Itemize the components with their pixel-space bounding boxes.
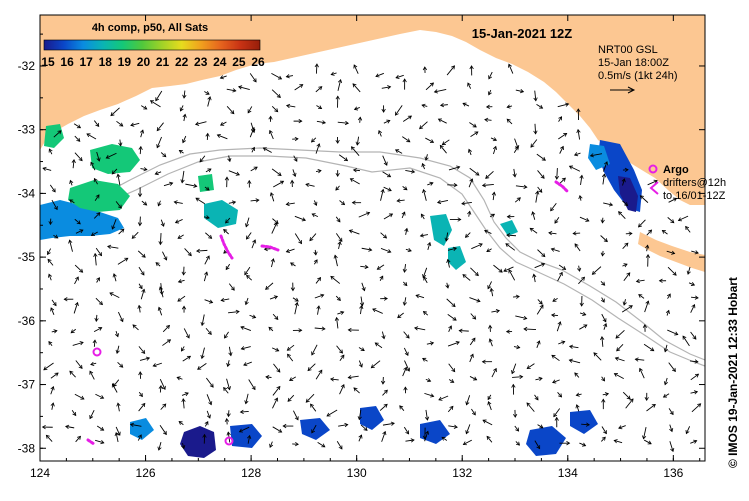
vector-legend-time: 15-Jan 18:00Z xyxy=(598,57,669,69)
x-tick-label-6: 136 xyxy=(663,466,683,480)
x-tick-label-4: 132 xyxy=(452,466,472,480)
colorbar-tick-19: 19 xyxy=(118,55,132,69)
colorbar-bar xyxy=(44,40,260,50)
colorbar-tick-24: 24 xyxy=(213,55,227,69)
x-tick-label-3: 130 xyxy=(347,466,367,480)
sst-patch-mid-green xyxy=(198,174,214,192)
y-tick-label-2: -34 xyxy=(18,186,36,200)
argo-legend-label: Argo xyxy=(663,164,689,176)
colorbar-title: 4h comp, p50, All Sats xyxy=(92,22,208,34)
y-tick-label-6: -38 xyxy=(18,441,36,455)
y-tick-label-1: -33 xyxy=(18,123,36,137)
colorbar-tick-22: 22 xyxy=(175,55,189,69)
x-tick-label-5: 134 xyxy=(558,466,578,480)
current-arrow xyxy=(535,124,536,134)
current-arrow xyxy=(459,331,469,332)
x-tick-label-2: 128 xyxy=(241,466,261,480)
y-tick-label-3: -35 xyxy=(18,250,36,264)
colorbar-tick-17: 17 xyxy=(80,55,94,69)
y-tick-label-5: -37 xyxy=(18,378,36,392)
map-title: 15-Jan-2021 12Z xyxy=(472,26,573,41)
colorbar-tick-20: 20 xyxy=(137,55,151,69)
x-tick-label-0: 124 xyxy=(30,466,50,480)
colorbar-tick-25: 25 xyxy=(232,55,246,69)
imos-credit: © IMOS 19-Jan-2021 12:33 Hobart xyxy=(726,277,740,468)
colorbar-tick-23: 23 xyxy=(194,55,208,69)
colorbar-tick-21: 21 xyxy=(156,55,170,69)
current-arrow xyxy=(316,64,317,74)
x-tick-label-1: 126 xyxy=(136,466,156,480)
colorbar-tick-16: 16 xyxy=(60,55,74,69)
y-tick-label-4: -36 xyxy=(18,314,36,328)
drifter-legend-line2: to 16/01-12Z xyxy=(663,190,726,202)
vector-legend-model: NRT00 GSL xyxy=(598,44,658,56)
colorbar-tick-26: 26 xyxy=(251,55,265,69)
vector-legend-scale: 0.5m/s (1kt 24h) xyxy=(598,70,677,82)
colorbar-tick-18: 18 xyxy=(99,55,113,69)
drifter-legend-line1: drifters@12h xyxy=(663,177,726,189)
y-tick-label-0: -32 xyxy=(18,59,36,73)
current-arrow xyxy=(557,168,558,179)
colorbar-tick-15: 15 xyxy=(41,55,55,69)
